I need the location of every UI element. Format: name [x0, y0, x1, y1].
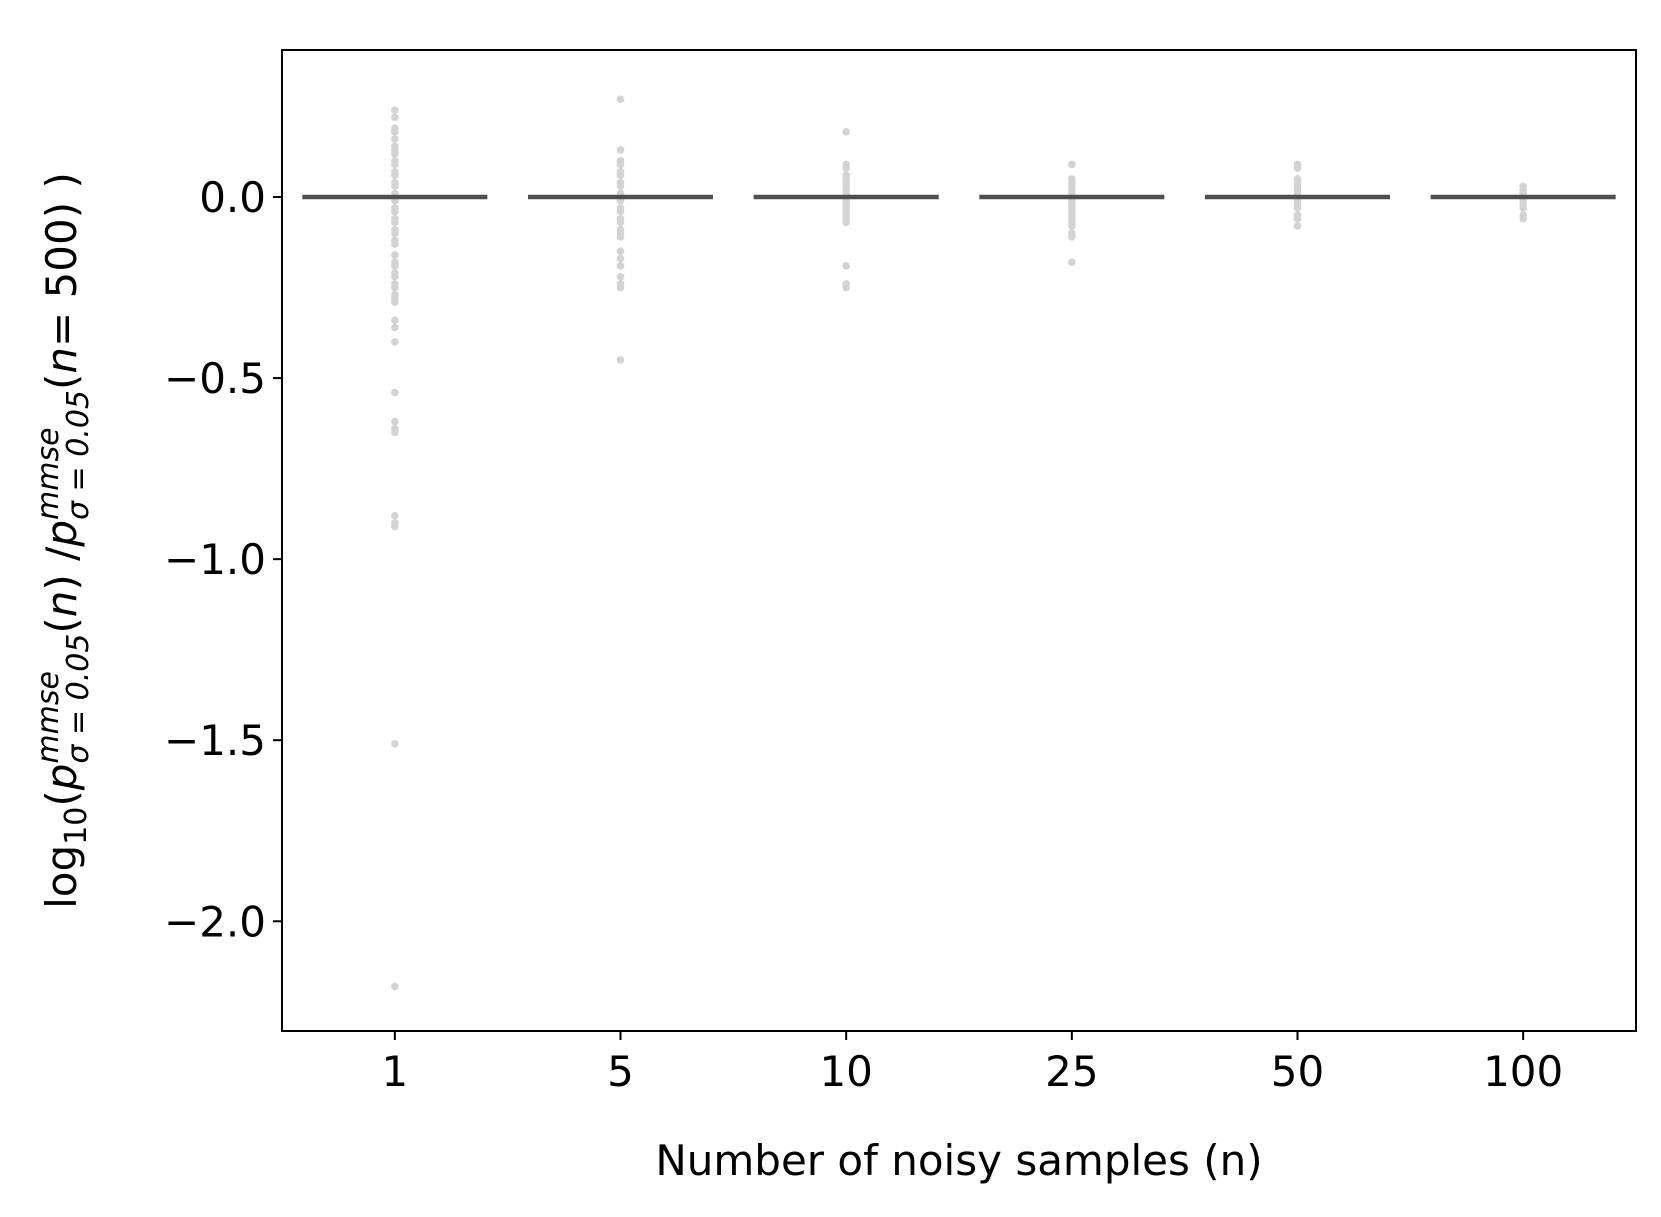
- point: [391, 417, 399, 426]
- point: [391, 323, 399, 332]
- x-tick-label: 10: [819, 1047, 872, 1096]
- y-label-part: mmse: [31, 671, 66, 764]
- point: [391, 106, 399, 114]
- point: [391, 338, 399, 346]
- y-label-part: σ = 0.05: [61, 634, 96, 764]
- y-tick-label: −0.5: [164, 354, 266, 403]
- x-axis-label: Number of noisy samples (n): [655, 1136, 1262, 1185]
- point: [391, 240, 399, 248]
- point: [391, 982, 399, 991]
- y-label-part: mmse: [31, 427, 66, 520]
- point: [391, 272, 399, 281]
- point: [616, 182, 625, 190]
- point: [1068, 258, 1076, 267]
- y-tick-label: 0.0: [199, 173, 266, 222]
- y-label-part: = 500) ): [37, 172, 86, 347]
- point: [391, 511, 399, 520]
- point: [842, 283, 850, 292]
- y-label-part: σ = 0.05: [61, 390, 96, 520]
- y-label-part: (: [37, 790, 86, 806]
- y-tick-label: −1.5: [164, 716, 266, 765]
- point: [616, 207, 625, 216]
- point: [1519, 214, 1527, 223]
- point: [616, 95, 625, 104]
- point: [391, 128, 399, 136]
- point: [616, 254, 625, 263]
- y-tick-label: −2.0: [164, 897, 266, 946]
- x-tick-label: 1: [381, 1047, 408, 1096]
- plot-frame: [281, 49, 1637, 1032]
- y-axis-label: log 10 ( p mmse σ = 0.05 ( n ) / p mmse …: [31, 172, 96, 909]
- point: [1068, 160, 1076, 169]
- point: [616, 160, 625, 169]
- point: [616, 233, 625, 241]
- point: [1293, 204, 1302, 212]
- y-label-part: n: [37, 591, 86, 618]
- x-tick-label: 5: [607, 1047, 634, 1096]
- point: [391, 316, 399, 324]
- y-label-part: n: [37, 347, 86, 374]
- point: [391, 229, 399, 238]
- point: [391, 182, 399, 190]
- y-label-part: p: [37, 520, 86, 548]
- y-label-part: (: [37, 617, 86, 633]
- point: [616, 356, 625, 364]
- point: [616, 146, 625, 154]
- y-label-part: log: [37, 845, 86, 909]
- y-label-part: ) /: [37, 546, 86, 591]
- x-tick-label: 25: [1045, 1047, 1098, 1096]
- point: [1293, 214, 1302, 223]
- point: [842, 218, 850, 227]
- point: [616, 171, 625, 180]
- point: [391, 388, 399, 397]
- point: [391, 262, 399, 270]
- point: [1293, 222, 1302, 230]
- point: [391, 149, 399, 158]
- y-label-part: p: [37, 764, 86, 792]
- point: [1519, 204, 1527, 212]
- point: [391, 740, 399, 748]
- point: [1293, 164, 1302, 172]
- point: [391, 522, 399, 531]
- point: [616, 272, 625, 281]
- point: [391, 160, 399, 169]
- x-tick-label: 50: [1271, 1047, 1324, 1096]
- point: [391, 135, 399, 143]
- point: [616, 218, 625, 227]
- x-tick-label: 100: [1483, 1047, 1563, 1096]
- y-tick-label: −1.0: [164, 535, 266, 584]
- point: [391, 171, 399, 180]
- point: [391, 428, 399, 437]
- point: [616, 283, 625, 292]
- point: [391, 207, 399, 216]
- point: [391, 113, 399, 122]
- point: [391, 283, 399, 292]
- point: [616, 262, 625, 270]
- point: [616, 247, 625, 256]
- point: [391, 218, 399, 227]
- point: [842, 164, 850, 172]
- y-label-part: (: [37, 374, 86, 390]
- point: [842, 128, 850, 136]
- point: [1068, 222, 1076, 230]
- y-label-part: 10: [59, 807, 94, 845]
- point: [842, 262, 850, 270]
- point: [1068, 233, 1076, 241]
- point: [391, 251, 399, 259]
- point: [391, 298, 399, 306]
